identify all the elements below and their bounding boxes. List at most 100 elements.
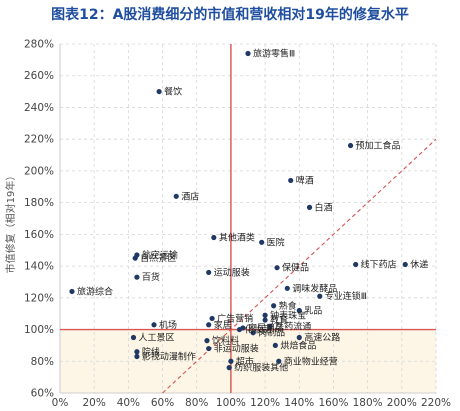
x-tick-label: 220% — [421, 397, 451, 409]
x-tick-label: 0% — [52, 397, 69, 409]
y-tick-label: 240% — [24, 102, 54, 114]
y-tick-label: 140% — [24, 261, 54, 273]
data-point-label: 旅游零售Ⅲ — [253, 48, 295, 60]
data-point — [206, 345, 212, 352]
data-point-label: 酒店 — [181, 190, 199, 202]
data-point-label: 保健品 — [282, 262, 309, 274]
data-point — [317, 293, 323, 299]
data-point — [226, 365, 232, 371]
y-axis-ticks: 60% 80% 100% 120% 140% 160% 180% 200% 220% 240% 26… — [24, 39, 54, 400]
data-point — [271, 303, 277, 309]
data-point — [134, 353, 140, 360]
data-point — [272, 342, 278, 349]
data-points — [69, 50, 408, 371]
data-point-label: 白酒 — [315, 201, 333, 213]
y-tick-label: 280% — [24, 39, 54, 51]
data-point — [206, 322, 212, 328]
data-point-label: 医药流通 — [275, 320, 311, 332]
data-point-label: 超市 — [236, 355, 254, 367]
data-point — [288, 177, 294, 184]
data-point-label: 休递 — [410, 259, 428, 271]
data-point — [284, 285, 290, 291]
data-point-label: 人工景区 — [138, 332, 174, 343]
data-point-label: 啤酒 — [296, 174, 314, 186]
data-point — [402, 261, 408, 268]
data-point-label: 院线 — [142, 346, 160, 358]
y-tick-label: 220% — [24, 134, 54, 146]
data-point — [134, 252, 140, 258]
data-point-label: 百货 — [142, 271, 160, 283]
x-axis-ticks: 0% 20% 40% 60% 80% 100% 120% 140% 160% 180% 200% 22… — [52, 397, 451, 409]
data-point — [262, 312, 268, 318]
y-tick-label: 120% — [24, 292, 54, 304]
data-point-label: 航空运输 — [142, 249, 178, 261]
x-tick-label: 140% — [284, 397, 314, 409]
data-point-label: 熟食 — [279, 300, 297, 312]
data-point — [69, 288, 75, 295]
data-point — [206, 269, 212, 276]
data-point — [173, 193, 179, 199]
data-point — [151, 322, 157, 328]
data-point-label: 调味发酵品 — [292, 282, 337, 294]
reference-lines — [60, 44, 437, 394]
data-point — [209, 315, 215, 322]
x-tick-label: 180% — [353, 397, 383, 409]
data-point — [134, 349, 140, 355]
x-tick-label: 160% — [318, 397, 348, 409]
data-point-label: 钟表珠宝 — [270, 309, 306, 321]
data-point-label: 医院 — [267, 236, 285, 248]
data-point-label: 饮料料 — [212, 335, 239, 347]
data-point — [347, 142, 354, 149]
y-tick-label: 260% — [24, 70, 54, 82]
data-point-label: 商业物业经营 — [284, 355, 338, 367]
reference-diagonal — [162, 138, 437, 394]
data-point — [204, 338, 210, 344]
data-point-label: 烘焙食品 — [280, 339, 316, 351]
x-tick-label: 100% — [216, 397, 246, 409]
x-tick-label: 200% — [387, 397, 417, 409]
data-point — [211, 234, 217, 241]
y-tick-label: 180% — [24, 197, 54, 209]
data-point — [296, 307, 302, 314]
data-point — [296, 334, 302, 341]
data-point — [276, 358, 282, 364]
data-point — [250, 330, 256, 336]
data-point-label: 机场 — [159, 319, 177, 331]
y-tick-label: 60% — [31, 388, 54, 400]
data-point — [259, 239, 265, 245]
data-point — [134, 274, 140, 280]
y-tick-label: 160% — [24, 229, 54, 241]
data-point — [156, 88, 162, 95]
x-tick-label: 80% — [185, 397, 208, 409]
y-tick-label: 100% — [24, 324, 54, 336]
x-tick-label: 120% — [250, 397, 280, 409]
data-point-label: 家居用品 — [248, 322, 284, 334]
x-tick-label: 60% — [151, 397, 174, 409]
data-point-label: 非运动服装 — [214, 343, 259, 355]
data-point-label: 教育 — [270, 314, 288, 326]
data-point-label: 其他酒类 — [219, 232, 255, 244]
data-point-label: 餐饮 — [164, 86, 182, 98]
data-point-label: 专业连锁Ⅲ — [325, 290, 367, 302]
data-point — [130, 334, 137, 341]
data-point-label: 乳品 — [304, 305, 322, 317]
data-point — [306, 204, 313, 210]
chart-title: 图表12：A股消费细分的市值和营收相对19年的修复水平 — [51, 7, 409, 23]
data-point — [262, 317, 268, 323]
data-point-label: 纺织服装其他 — [234, 362, 288, 374]
x-tick-label: 20% — [83, 397, 106, 409]
data-point-label: 广告营销 — [217, 312, 253, 324]
data-point-label: 化妆品 — [244, 324, 271, 336]
data-point — [228, 358, 234, 364]
data-point-label: 运动服装 — [214, 266, 250, 278]
data-point — [353, 261, 359, 268]
y-tick-label: 200% — [24, 165, 54, 177]
data-point-label: 家居 — [214, 319, 232, 331]
y-axis-title: 市值修复（相对19年） — [4, 171, 17, 274]
data-point — [274, 265, 280, 271]
x-tick-label: 40% — [117, 397, 140, 409]
data-point-label: 高速公路 — [304, 331, 340, 343]
data-point — [245, 50, 251, 57]
